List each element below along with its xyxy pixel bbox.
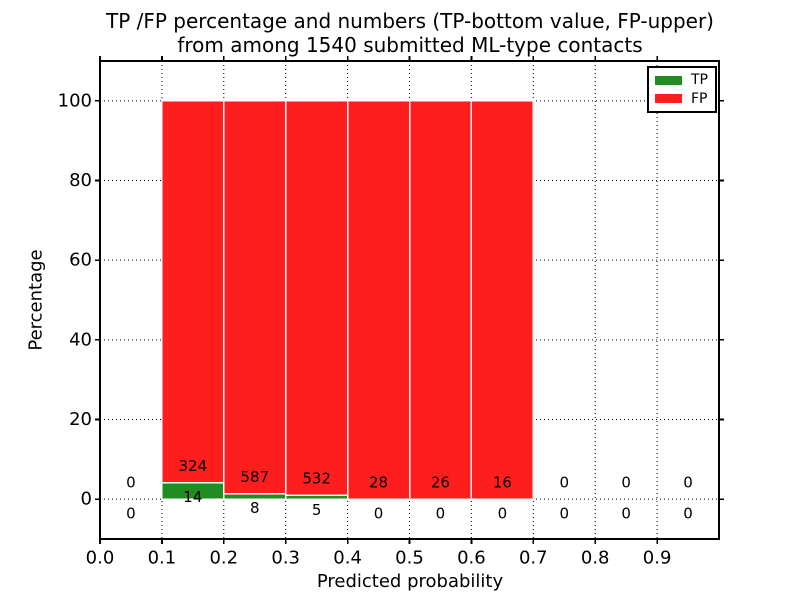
tp-count-label: 8 bbox=[250, 499, 260, 517]
x-tick-label: 0.8 bbox=[581, 548, 610, 569]
fp-bar-segment bbox=[223, 100, 287, 495]
tp-count-label: 0 bbox=[498, 505, 508, 523]
chart-title: TP /FP percentage and numbers (TP-bottom… bbox=[100, 9, 720, 57]
tp-count-label: 5 bbox=[312, 501, 322, 519]
legend-item-fp: FP bbox=[655, 92, 709, 106]
x-tick-label: 0.3 bbox=[271, 548, 300, 569]
tp-count-label: 0 bbox=[683, 505, 693, 523]
fp-count-label: 26 bbox=[431, 473, 450, 491]
fp-count-label: 324 bbox=[179, 457, 208, 475]
legend-item-tp: TP bbox=[655, 73, 709, 87]
tp-count-label: 0 bbox=[374, 505, 384, 523]
tp-count-label: 0 bbox=[436, 505, 446, 523]
fp-count-label: 0 bbox=[683, 473, 693, 491]
fp-count-label: 0 bbox=[126, 473, 136, 491]
fp-count-label: 532 bbox=[302, 470, 331, 488]
fp-bar-segment bbox=[161, 100, 225, 484]
legend: TP FP bbox=[647, 66, 717, 113]
x-tick-label: 0.0 bbox=[86, 548, 115, 569]
y-tick-label: 100 bbox=[58, 90, 92, 111]
fp-bar-segment bbox=[408, 100, 473, 500]
y-tick-label: 20 bbox=[69, 409, 92, 430]
fp-count-label: 0 bbox=[621, 473, 631, 491]
tp-count-label: 0 bbox=[559, 505, 569, 523]
fp-count-label: 16 bbox=[493, 473, 512, 491]
x-tick-label: 0.1 bbox=[148, 548, 177, 569]
x-tick-label: 0.2 bbox=[209, 548, 238, 569]
chart-title-line1: TP /FP percentage and numbers (TP-bottom… bbox=[106, 9, 714, 33]
fp-count-label: 28 bbox=[369, 473, 388, 491]
fp-count-label: 587 bbox=[240, 468, 269, 486]
y-tick-label: 0 bbox=[81, 489, 92, 510]
legend-label-tp: TP bbox=[691, 72, 708, 89]
x-tick-label: 0.7 bbox=[519, 548, 548, 569]
fp-bar-segment bbox=[470, 100, 535, 500]
tp-count-label: 14 bbox=[183, 488, 202, 506]
x-tick-label: 0.6 bbox=[457, 548, 486, 569]
fp-color-swatch bbox=[655, 94, 682, 104]
chart-title-line2: from among 1540 submitted ML-type contac… bbox=[177, 33, 643, 57]
x-tick-label: 0.4 bbox=[333, 548, 362, 569]
y-tick-label: 80 bbox=[69, 170, 92, 191]
fp-bar-segment bbox=[346, 100, 411, 500]
x-axis-label: Predicted probability bbox=[316, 571, 504, 592]
y-tick-label: 60 bbox=[69, 250, 92, 271]
tp-count-label: 0 bbox=[621, 505, 631, 523]
tp-count-label: 0 bbox=[126, 505, 136, 523]
fp-count-label: 0 bbox=[559, 473, 569, 491]
x-tick-label: 0.9 bbox=[643, 548, 672, 569]
tp-color-swatch bbox=[655, 75, 682, 85]
y-tick-label: 40 bbox=[69, 329, 92, 350]
y-axis-label: Percentage bbox=[25, 249, 47, 351]
x-tick-label: 0.5 bbox=[395, 548, 424, 569]
legend-label-fp: FP bbox=[691, 90, 708, 107]
fp-bar-segment bbox=[284, 100, 349, 497]
tp-bar-segment bbox=[284, 494, 349, 500]
